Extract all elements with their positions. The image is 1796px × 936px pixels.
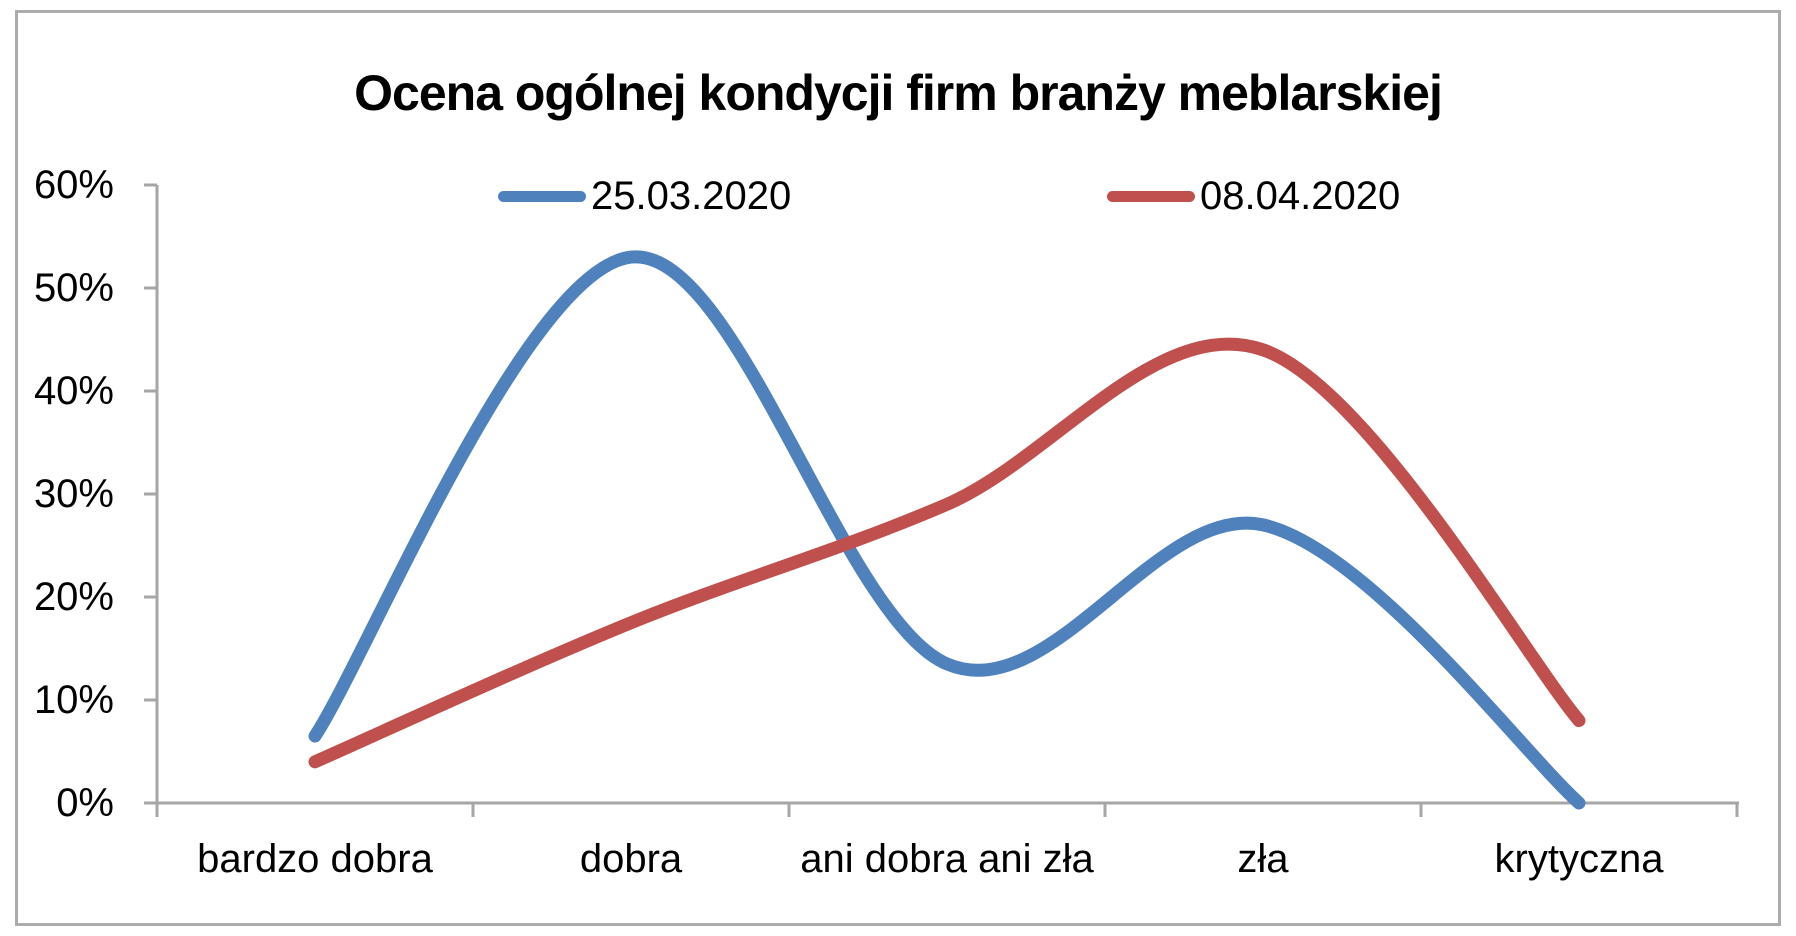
legend-item-series-2: 08.04.2020 [1107, 170, 1400, 222]
y-axis-tick-label: 60% [33, 163, 114, 207]
chart-title: Ocena ogólnej kondycji firm branży mebla… [354, 65, 1443, 121]
legend-label-series-1: 25.03.2020 [591, 173, 792, 218]
x-axis-category-label: dobra [579, 837, 683, 881]
legend-line-marker-red [1107, 190, 1195, 202]
y-axis-tick-label: 20% [33, 575, 114, 619]
y-axis-tick-label: 30% [33, 472, 114, 516]
x-axis-category-label: bardzo dobra [197, 837, 433, 881]
x-axis-category-label: ani dobra ani zła [800, 837, 1094, 881]
chart-border-frame [15, 10, 1781, 926]
series-line-2 [308, 337, 1586, 769]
legend-item-series-1: 25.03.2020 [498, 170, 791, 222]
y-axis-tick-label: 10% [33, 678, 114, 722]
y-axis-tick-label: 50% [33, 266, 114, 310]
y-axis-tick-label: 0% [56, 781, 114, 825]
legend-line-marker-blue [498, 190, 586, 202]
y-axis-tick-label: 40% [33, 369, 114, 413]
legend-label-series-2: 08.04.2020 [1200, 173, 1401, 218]
x-axis-category-label: krytyczna [1494, 837, 1664, 881]
x-axis-category-label: zła [1237, 837, 1289, 881]
series-line-1 [308, 250, 1586, 810]
